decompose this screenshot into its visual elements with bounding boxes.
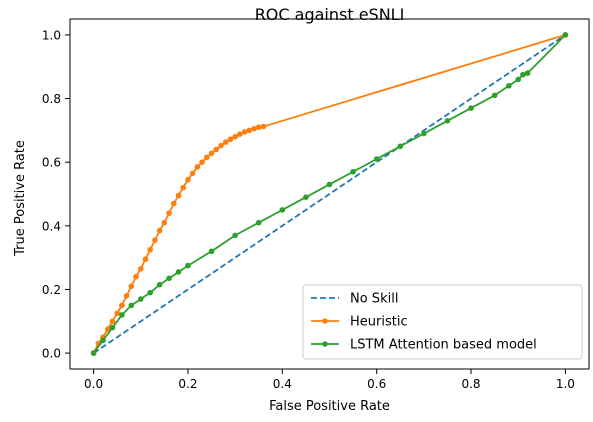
- data-point: [255, 124, 262, 130]
- data-point: [232, 232, 238, 239]
- series-lstm-attention-based-model: [90, 32, 569, 356]
- data-point: [119, 302, 125, 309]
- data-point: [421, 130, 427, 137]
- x-tick-label: 0.4: [273, 377, 292, 391]
- data-point: [109, 318, 116, 325]
- data-point: [232, 133, 238, 140]
- legend-item: Heuristic: [311, 315, 408, 330]
- series-heuristic: [90, 32, 569, 356]
- data-point: [515, 76, 522, 83]
- data-point: [520, 71, 526, 78]
- data-point: [213, 146, 220, 153]
- data-point: [218, 142, 224, 149]
- data-point: [397, 143, 404, 150]
- data-point: [491, 92, 498, 99]
- data-point: [227, 136, 234, 143]
- legend-label: No Skill: [350, 292, 398, 307]
- data-point: [326, 181, 333, 188]
- x-tick-label: 0.6: [367, 377, 386, 391]
- data-point: [114, 310, 120, 317]
- data-point: [123, 293, 130, 299]
- x-tick-label: 0.8: [461, 377, 480, 391]
- data-point: [147, 246, 154, 253]
- data-point: [246, 127, 253, 134]
- series-no-skill: [93, 34, 566, 354]
- x-tick-label: 0.0: [84, 377, 103, 391]
- data-point: [100, 337, 106, 344]
- legend-item: No Skill: [311, 292, 398, 307]
- data-point: [90, 350, 97, 356]
- legend-item: LSTM Attention based model: [311, 338, 537, 353]
- legend-marker: [322, 318, 328, 324]
- data-point: [166, 275, 172, 282]
- x-axis-label: False Positive Rate: [269, 399, 390, 414]
- data-point: [109, 324, 116, 331]
- data-point: [171, 200, 177, 207]
- data-point: [208, 150, 215, 157]
- data-point: [373, 156, 380, 162]
- data-point: [156, 281, 163, 288]
- data-point: [241, 129, 248, 135]
- y-tick-label: 1.0: [42, 28, 61, 42]
- data-point: [251, 125, 257, 132]
- data-point: [142, 256, 149, 263]
- x-tick-label: 1.0: [556, 377, 575, 391]
- series-layer: [90, 32, 569, 356]
- y-tick-label: 0.4: [42, 219, 61, 233]
- legend-label: LSTM Attention based model: [350, 338, 537, 353]
- data-point: [204, 154, 210, 161]
- data-point: [222, 139, 229, 145]
- ticks-layer: 0.0 0.2 0.4 0.6 0.8 1.0 0.0 0.2 0.4 0.6 0.8 1.0: [42, 28, 575, 391]
- data-point: [350, 168, 356, 175]
- data-point: [562, 32, 569, 38]
- data-point: [166, 210, 172, 216]
- data-point: [147, 289, 154, 296]
- data-point: [175, 269, 182, 275]
- y-tick-label: 0.8: [42, 92, 61, 106]
- legend-marker: [322, 341, 328, 347]
- data-point: [128, 302, 135, 309]
- data-point: [161, 219, 168, 226]
- data-point: [279, 207, 286, 213]
- data-point: [194, 164, 201, 170]
- data-point: [128, 283, 135, 290]
- y-tick-label: 0.0: [42, 347, 61, 361]
- data-point: [156, 227, 163, 234]
- data-point: [199, 159, 205, 165]
- data-point: [180, 184, 187, 191]
- data-point: [185, 262, 191, 269]
- x-tick-label: 0.2: [178, 377, 197, 391]
- y-tick-label: 0.6: [42, 156, 61, 170]
- y-axis-label: True Positive Rate: [13, 140, 28, 257]
- data-point: [524, 70, 531, 76]
- data-point: [137, 296, 144, 302]
- data-point: [505, 83, 512, 89]
- data-point: [137, 265, 144, 272]
- data-point: [255, 219, 262, 226]
- data-point: [208, 248, 215, 255]
- legend-label: Heuristic: [350, 315, 408, 330]
- data-point: [237, 131, 243, 137]
- data-point: [260, 123, 267, 130]
- data-point: [189, 170, 196, 177]
- chart-title: ROC against eSNLI: [255, 5, 405, 24]
- data-point: [133, 273, 139, 280]
- data-point: [175, 192, 182, 199]
- data-point: [468, 105, 474, 111]
- data-point: [119, 312, 125, 318]
- plot-frame: [69, 18, 590, 370]
- series-line-no-skill: [93, 34, 566, 354]
- data-point: [444, 118, 451, 124]
- legend-box: [302, 284, 583, 360]
- data-point: [303, 194, 309, 200]
- legend: No Skill Heuristic LSTM Attention based mo…: [302, 284, 583, 360]
- data-point: [185, 176, 191, 183]
- y-tick-label: 0.2: [42, 283, 61, 297]
- data-point: [152, 237, 158, 243]
